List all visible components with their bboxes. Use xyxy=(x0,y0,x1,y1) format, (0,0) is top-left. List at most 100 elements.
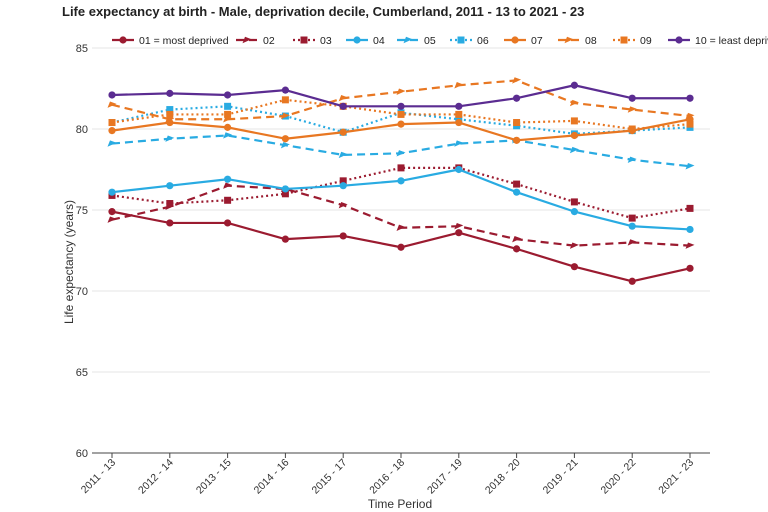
data-point xyxy=(570,198,578,206)
data-point xyxy=(166,200,174,208)
data-point xyxy=(165,135,175,142)
legend-label: 10 = least deprived xyxy=(695,35,768,47)
data-point xyxy=(107,101,117,108)
data-point xyxy=(570,208,579,216)
x-axis-title: Time Period xyxy=(368,497,432,511)
legend-label: 09 xyxy=(640,35,652,47)
data-point xyxy=(224,123,232,131)
data-point xyxy=(512,77,522,84)
data-point xyxy=(107,216,117,223)
data-point xyxy=(513,180,521,188)
y-tick-label: 60 xyxy=(76,448,88,460)
legend-item: 09 xyxy=(613,35,652,47)
data-point xyxy=(108,119,116,127)
data-point xyxy=(455,229,463,237)
legend-item: 01 = most deprived xyxy=(112,35,229,47)
data-point xyxy=(281,190,289,198)
gridlines xyxy=(92,47,710,373)
legend-item: 04 xyxy=(346,35,385,47)
legend-label: 04 xyxy=(373,35,385,47)
x-tick-label: 2014 - 16 xyxy=(252,457,292,497)
data-point xyxy=(107,140,117,147)
data-point xyxy=(339,177,347,185)
data-point xyxy=(338,95,348,102)
legend-label: 06 xyxy=(477,35,489,47)
data-point xyxy=(396,224,406,232)
data-point xyxy=(280,112,290,120)
data-point xyxy=(685,163,695,170)
legend-label: 01 = most deprived xyxy=(139,35,229,47)
legend-label: 02 xyxy=(263,35,275,47)
legend-label: 08 xyxy=(585,35,597,47)
series-3 xyxy=(108,164,694,222)
data-point xyxy=(570,117,578,125)
data-point xyxy=(108,188,116,196)
data-point xyxy=(224,196,232,204)
x-tick-label: 2021 - 23 xyxy=(656,457,696,497)
x-tick-label: 2018 - 20 xyxy=(483,457,523,497)
data-point xyxy=(628,214,636,222)
data-point xyxy=(454,223,464,230)
data-point xyxy=(338,151,348,159)
data-point xyxy=(281,135,289,143)
y-tick-label: 75 xyxy=(76,205,88,217)
legend-label: 03 xyxy=(320,35,332,47)
series-10 xyxy=(108,81,694,110)
legend-item: 07 xyxy=(504,35,543,47)
y-axis-title: Life expectancy (years) xyxy=(62,200,76,324)
data-point xyxy=(513,119,521,127)
data-point xyxy=(628,125,636,133)
data-point xyxy=(686,204,694,212)
data-point xyxy=(224,110,232,118)
data-point xyxy=(686,120,694,128)
data-point xyxy=(224,175,232,183)
legend-item: 10 = least deprived xyxy=(668,35,768,47)
data-point xyxy=(108,91,116,99)
x-tick-label: 2015 - 17 xyxy=(309,457,349,497)
legend-item: 05 xyxy=(397,35,436,47)
data-point xyxy=(280,142,290,149)
x-tick-label: 2016 - 18 xyxy=(367,457,407,497)
data-point xyxy=(512,235,522,243)
legend-item: 02 xyxy=(236,35,275,47)
data-point xyxy=(397,102,405,110)
data-point xyxy=(397,243,405,251)
data-point xyxy=(628,222,636,230)
data-point xyxy=(455,165,463,174)
x-tick-label: 2011 - 13 xyxy=(79,457,118,496)
data-point xyxy=(166,106,174,114)
y-tick-label: 80 xyxy=(76,124,88,136)
data-point xyxy=(627,106,637,113)
data-point xyxy=(396,150,406,157)
data-point xyxy=(338,201,348,209)
data-point xyxy=(339,128,347,136)
legend-swatch-marker xyxy=(403,36,413,44)
data-point xyxy=(454,140,464,147)
legend-swatch-marker xyxy=(620,36,628,44)
series-1 xyxy=(108,208,694,285)
legend-swatch-marker xyxy=(353,36,361,44)
data-point xyxy=(569,146,579,154)
data-point xyxy=(628,94,636,102)
series-line xyxy=(111,184,691,247)
data-point xyxy=(224,219,232,227)
legend-label: 07 xyxy=(531,35,543,47)
y-tick-label: 85 xyxy=(76,43,88,55)
data-point xyxy=(570,263,579,271)
legend-swatch-marker xyxy=(457,36,465,44)
data-point xyxy=(628,277,636,285)
series-5 xyxy=(107,132,695,170)
legend-swatch-marker xyxy=(511,36,519,44)
data-point xyxy=(281,86,289,94)
data-point xyxy=(627,239,637,246)
data-point xyxy=(166,182,174,190)
series-4 xyxy=(108,165,694,234)
data-point xyxy=(281,235,289,243)
data-point xyxy=(454,82,464,89)
x-tick-label: 2017 - 19 xyxy=(425,457,465,497)
data-point xyxy=(685,112,695,120)
series-2 xyxy=(107,182,695,249)
data-point xyxy=(513,136,521,144)
data-point xyxy=(166,110,174,118)
